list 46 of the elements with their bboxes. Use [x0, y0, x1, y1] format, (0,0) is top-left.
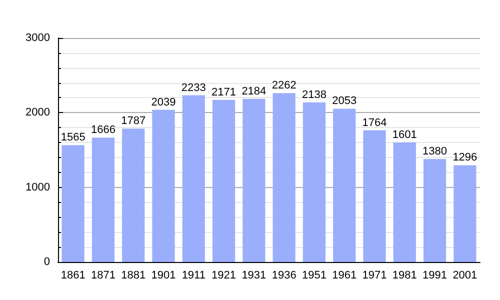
x-tick-label: 1921 — [212, 270, 236, 282]
data-label: 1565 — [60, 132, 86, 144]
bar — [454, 165, 476, 262]
x-tick-label: 1991 — [422, 270, 448, 282]
bar — [62, 145, 84, 262]
y-tick-label: 1000 — [26, 181, 50, 194]
data-label: 2171 — [212, 86, 236, 98]
data-label: 1787 — [121, 115, 146, 128]
data-label: 1296 — [452, 152, 478, 164]
x-tick-label: 1911 — [182, 270, 206, 282]
data-label: 2184 — [242, 85, 266, 98]
bar — [393, 142, 416, 262]
x-tick-label: 1981 — [392, 270, 417, 282]
y-tick-label: 3000 — [26, 32, 50, 44]
bar — [423, 158, 446, 262]
x-tick-label: 1901 — [151, 270, 176, 282]
bar — [333, 108, 356, 262]
data-label: 1601 — [392, 128, 417, 141]
x-tick-label: 1936 — [272, 270, 296, 282]
x-tick-label: 1931 — [242, 270, 266, 282]
x-tick-label: 1881 — [121, 270, 146, 282]
data-label: 2138 — [302, 88, 326, 101]
x-tick-label: 1971 — [362, 270, 387, 282]
data-label: 1764 — [362, 116, 387, 129]
bar — [92, 138, 115, 262]
bar — [182, 95, 205, 262]
bar — [242, 98, 266, 262]
bar — [302, 102, 326, 262]
x-tick-label: 1861 — [60, 270, 86, 282]
bar — [152, 110, 175, 262]
bar — [212, 100, 236, 262]
data-label: 1380 — [422, 145, 448, 158]
data-label: 2053 — [332, 95, 357, 108]
bar — [363, 130, 386, 262]
x-tick-label: 1951 — [302, 270, 326, 282]
x-tick-label: 1871 — [90, 270, 116, 282]
data-label: 2233 — [181, 82, 206, 94]
y-tick-label: 0 — [44, 256, 50, 268]
data-label: 1666 — [90, 124, 116, 136]
x-tick-label: 2001 — [452, 270, 478, 282]
y-tick-label: 2000 — [26, 106, 50, 119]
x-tick-label: 1961 — [332, 270, 357, 282]
data-label: 2262 — [272, 80, 296, 92]
bar — [272, 93, 296, 262]
data-label: 2039 — [151, 96, 176, 108]
bar — [122, 128, 145, 262]
